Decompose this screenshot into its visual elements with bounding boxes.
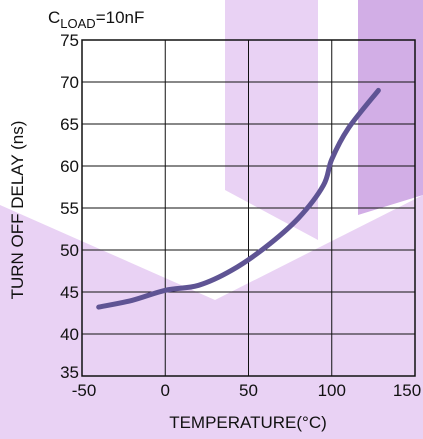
y-tick-label: 65 (60, 115, 79, 134)
y-tick-label: 60 (60, 157, 79, 176)
load-condition-suffix: =10nF (96, 8, 145, 27)
y-tick-label: 75 (60, 31, 79, 50)
plot-frame (81, 39, 416, 377)
y-tick-label: 35 (60, 363, 79, 382)
x-axis-title: TEMPERATURE(°C) (169, 413, 327, 432)
y-tick-label: 50 (60, 241, 79, 260)
y-tick-label: 55 (60, 199, 79, 218)
y-axis-title: TURN OFF DELAY (ns) (8, 121, 27, 300)
load-condition-subscript: LOAD (60, 16, 95, 31)
turn-off-delay-curve (96, 87, 381, 310)
x-tick-label: 150 (393, 381, 421, 400)
x-tick-label: -50 (72, 381, 97, 400)
x-tick-label: 50 (239, 381, 258, 400)
x-tick-label: 0 (161, 381, 170, 400)
x-tick-labels: -50 0 50 100 150 (72, 381, 421, 400)
series-layer (96, 87, 381, 310)
y-tick-label: 70 (60, 73, 79, 92)
watermark-band-left (0, 205, 215, 439)
y-tick-label: 40 (60, 325, 79, 344)
load-condition-prefix: C (48, 8, 60, 27)
load-condition-label: CLOAD=10nF (48, 8, 144, 31)
x-tick-label: 100 (318, 381, 346, 400)
watermark-column-right (358, 0, 423, 215)
watermark-band-right (215, 195, 423, 439)
grid (82, 40, 415, 376)
plot-border (81, 39, 416, 377)
y-tick-label: 45 (60, 283, 79, 302)
y-tick-labels: 35 40 45 50 55 60 65 70 75 (60, 31, 79, 382)
